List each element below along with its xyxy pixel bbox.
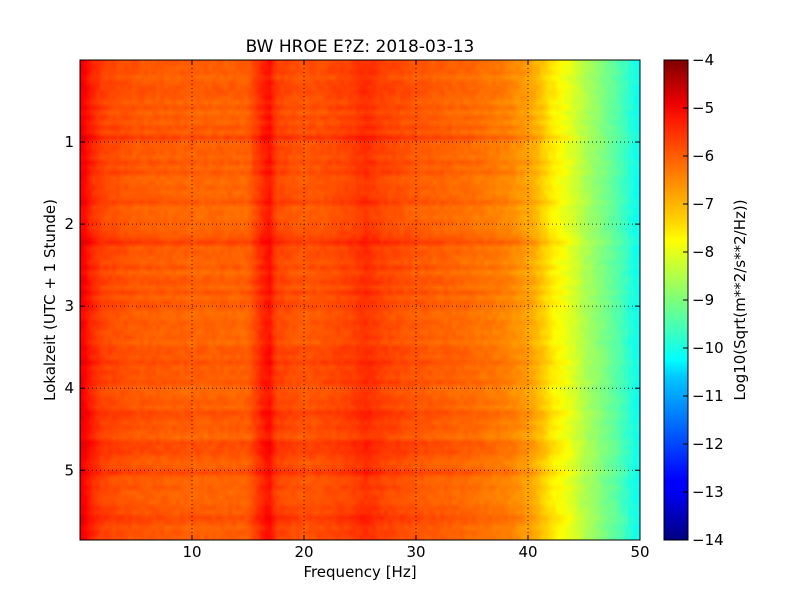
x-axis-label: Frequency [Hz] <box>303 563 416 581</box>
colorbar-tick-label: −7 <box>692 195 714 213</box>
colorbar-tick-label: −13 <box>692 483 724 501</box>
y-axis-ticks: 1 2 3 4 5 <box>64 133 640 479</box>
colorbar-tick-label: −5 <box>692 99 714 117</box>
y-tick-label: 2 <box>64 215 74 233</box>
colorbar-tick-label: −10 <box>692 339 724 357</box>
y-tick-label: 5 <box>64 461 74 479</box>
x-tick-label: 50 <box>630 543 649 561</box>
x-tick-label: 20 <box>294 543 313 561</box>
colorbar-tick-label: −11 <box>692 387 724 405</box>
colorbar-ticks: −4 −5 −6 −7 −8 −9 −10 −11 −12 −13 −14 <box>683 51 724 549</box>
colorbar-tick-label: −4 <box>692 51 714 69</box>
y-axis-label: Lokalzeit (UTC + 1 Stunde) <box>41 199 59 401</box>
colorbar-tick-label: −9 <box>692 291 714 309</box>
y-tick-label: 4 <box>64 379 74 397</box>
chart-title: BW HROE E?Z: 2018-03-13 <box>246 37 475 57</box>
colorbar-tick-label: −6 <box>692 147 714 165</box>
colorbar-label: Log10(Sqrt(m**2/s**2/Hz)) <box>731 199 749 400</box>
colorbar-tick-label: −14 <box>692 531 724 549</box>
x-axis-ticks: 10 20 30 40 50 <box>182 60 650 561</box>
spectrogram-heatmap <box>80 60 640 540</box>
colorbar-tick-label: −12 <box>692 435 724 453</box>
x-tick-label: 10 <box>182 543 201 561</box>
x-tick-label: 40 <box>518 543 537 561</box>
heatmap-image <box>80 60 640 540</box>
plot-frame <box>79 59 641 541</box>
colorbar-tick-label: −8 <box>692 243 714 261</box>
y-tick-label: 1 <box>64 133 74 151</box>
y-tick-label: 3 <box>64 297 74 315</box>
grid-lines <box>80 60 640 540</box>
x-tick-label: 30 <box>406 543 425 561</box>
